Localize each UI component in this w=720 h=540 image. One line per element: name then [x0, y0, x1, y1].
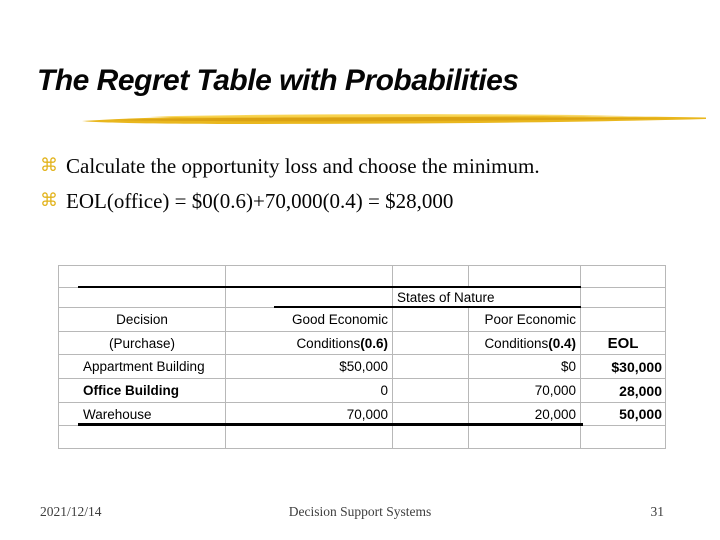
empty-cell	[226, 266, 393, 288]
empty-cell	[581, 266, 666, 288]
empty-cell	[469, 266, 581, 288]
purchase-header: (Purchase)	[59, 332, 226, 355]
footer-page-number: 31	[650, 504, 665, 519]
empty-cell	[393, 426, 469, 449]
office-poor-value: 70,000	[469, 379, 581, 403]
slide-footer: 2021/12/14 Decision Support Systems 31	[0, 504, 720, 522]
empty-cell	[59, 288, 226, 308]
row-label-office: Office Building	[59, 379, 226, 403]
empty-cell	[469, 426, 581, 449]
row-label-appartment: Appartment Building	[59, 355, 226, 379]
poor-conditions-header: Conditions (0.4)	[469, 332, 581, 355]
slide-title: The Regret Table with Probabilities	[37, 64, 519, 97]
brush-stroke-underline	[82, 114, 706, 124]
empty-cell	[59, 426, 226, 449]
empty-cell	[226, 426, 393, 449]
empty-cell	[226, 288, 393, 308]
empty-cell	[393, 355, 469, 379]
command-bullet-icon: ⌘	[40, 155, 58, 176]
empty-cell	[393, 332, 469, 355]
empty-cell	[581, 308, 666, 332]
office-good-value: 0	[226, 379, 393, 403]
office-eol-value: 28,000	[581, 379, 666, 403]
table-top-rule	[78, 286, 581, 288]
appartment-eol-value: $30,000	[581, 355, 666, 379]
footer-date: 2021/12/14	[40, 504, 102, 519]
bullet-text: Calculate the opportunity loss and choos…	[66, 154, 540, 178]
regret-table: States of Nature Decision Good Economic …	[58, 265, 666, 449]
poor-economic-header: Poor Economic	[469, 308, 581, 332]
empty-cell	[581, 426, 666, 449]
bullet-line: ⌘ Calculate the opportunity loss and cho…	[40, 153, 540, 179]
eol-header: EOL	[581, 332, 666, 355]
empty-cell	[393, 308, 469, 332]
table-bottom-rule	[78, 423, 583, 426]
decision-header: Decision	[59, 308, 226, 332]
command-bullet-icon: ⌘	[40, 190, 58, 211]
good-economic-header: Good Economic	[226, 308, 393, 332]
poor-probability: (0.4)	[548, 335, 576, 351]
bullet-text: EOL(office) = $0(0.6)+70,000(0.4) = $28,…	[66, 189, 454, 213]
states-of-nature-header: States of Nature	[393, 288, 581, 308]
appartment-good-value: $50,000	[226, 355, 393, 379]
warehouse-eol-value: 50,000	[581, 403, 666, 426]
empty-cell	[581, 288, 666, 308]
good-conditions-header: Conditions (0.6)	[226, 332, 393, 355]
states-underline-rule	[274, 306, 581, 308]
conditions-label: Conditions	[484, 335, 549, 351]
appartment-poor-value: $0	[469, 355, 581, 379]
empty-cell	[393, 379, 469, 403]
empty-cell	[393, 266, 469, 288]
bullet-line: ⌘ EOL(office) = $0(0.6)+70,000(0.4) = $2…	[40, 188, 453, 214]
good-probability: (0.6)	[360, 335, 388, 351]
empty-cell	[59, 266, 226, 288]
footer-title: Decision Support Systems	[288, 504, 432, 519]
conditions-label: Conditions	[296, 335, 361, 351]
